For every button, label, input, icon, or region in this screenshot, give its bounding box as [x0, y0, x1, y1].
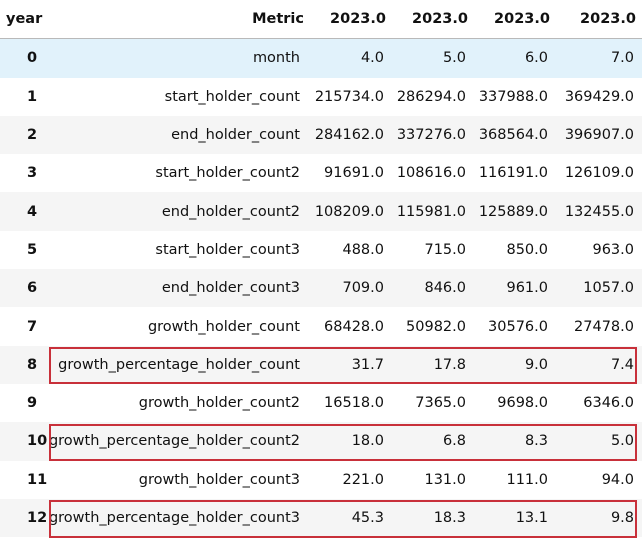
value-cell: 108616.0	[396, 165, 466, 182]
value-cell: 9.0	[524, 356, 548, 373]
value-cell: 337988.0	[478, 88, 548, 105]
table-row: 11 growth_holder_count3 221.0 131.0 111.0 94.…	[0, 461, 642, 499]
table-row: 7 growth_holder_count 68428.0 50982.0 30576.…	[0, 307, 642, 345]
metric-cell: growth_percentage_holder_count	[58, 356, 300, 373]
value-cell: 91691.0	[324, 165, 384, 182]
table-row: 12 growth_percentage_holder_count3 45.3 18.…	[0, 498, 642, 538]
value-cell: 286294.0	[396, 88, 466, 105]
value-cell: 132455.0	[564, 203, 634, 220]
value-cell: 13.1	[515, 510, 548, 526]
value-cell: 7.0	[610, 50, 634, 67]
row-index: 6	[27, 280, 38, 297]
table-row: 2 end_holder_count 284162.0 337276.0 368564.…	[0, 115, 642, 155]
metric-cell: start_holder_count3	[155, 241, 300, 258]
value-cell: 94.0	[601, 471, 634, 488]
value-cell: 108209.0	[314, 203, 384, 220]
value-cell: 963.0	[592, 241, 634, 258]
value-cell: 488.0	[342, 241, 384, 258]
value-cell: 16518.0	[324, 395, 384, 412]
metric-cell: growth_percentage_holder_count3	[48, 510, 300, 526]
row-index: 1	[27, 88, 38, 105]
value-cell: 6346.0	[583, 395, 634, 412]
value-cell: 126109.0	[564, 165, 634, 182]
row-index: 2	[27, 127, 38, 144]
metric-cell: start_holder_count	[164, 88, 300, 105]
row-index: 4	[27, 203, 38, 220]
row-index: 8	[27, 356, 38, 373]
value-cell: 131.0	[424, 471, 466, 488]
column-header-4: 2023.0	[556, 0, 642, 40]
column-header-3: 2023.0	[474, 0, 556, 40]
value-cell: 5.0	[610, 433, 634, 450]
value-cell: 18.0	[351, 433, 384, 450]
column-header-metric: Metric	[47, 0, 310, 40]
value-cell: 9.8	[610, 510, 634, 526]
index-header: year	[0, 0, 47, 40]
value-cell: 17.8	[433, 356, 466, 373]
value-cell: 68428.0	[324, 318, 384, 335]
value-cell: 7.4	[610, 356, 634, 373]
table-row: 5 start_holder_count3 488.0 715.0 850.0 963.0	[0, 231, 642, 269]
value-cell: 715.0	[424, 241, 466, 258]
table-row: 0 month 4.0 5.0 6.0 7.0	[0, 38, 642, 78]
table-row: 6 end_holder_count3 709.0 846.0 961.0 1057.0	[0, 269, 642, 308]
value-cell: 5.0	[442, 50, 466, 67]
row-index: 9	[27, 395, 38, 412]
metric-cell: month	[252, 50, 300, 67]
value-cell: 7365.0	[415, 395, 466, 412]
value-cell: 1057.0	[583, 280, 634, 297]
row-index: 11	[27, 471, 47, 488]
value-cell: 846.0	[424, 280, 466, 297]
value-cell: 368564.0	[478, 127, 548, 144]
value-cell: 215734.0	[314, 88, 384, 105]
row-index: 12	[27, 510, 47, 526]
table-row: 4 end_holder_count2 108209.0 115981.0 125889…	[0, 192, 642, 231]
row-index: 3	[27, 165, 38, 182]
value-cell: 115981.0	[396, 203, 466, 220]
value-cell: 4.0	[360, 50, 384, 67]
value-cell: 31.7	[351, 356, 384, 373]
value-cell: 125889.0	[478, 203, 548, 220]
metric-cell: growth_holder_count3	[138, 471, 300, 488]
value-cell: 9698.0	[497, 395, 548, 412]
row-index: 0	[27, 50, 38, 67]
column-header-2: 2023.0	[392, 0, 474, 40]
table-row: 10 growth_percentage_holder_count2 18.0 6.8…	[0, 422, 642, 461]
value-cell: 709.0	[342, 280, 384, 297]
value-cell: 50982.0	[406, 318, 466, 335]
value-cell: 850.0	[506, 241, 548, 258]
metric-cell: start_holder_count2	[155, 165, 300, 182]
value-cell: 111.0	[506, 471, 548, 488]
value-cell: 116191.0	[478, 165, 548, 182]
value-cell: 6.8	[442, 433, 466, 450]
value-cell: 284162.0	[314, 127, 384, 144]
value-cell: 961.0	[506, 280, 548, 297]
table-row: 1 start_holder_count 215734.0 286294.0 33798…	[0, 78, 642, 116]
value-cell: 45.3	[351, 510, 384, 526]
value-cell: 8.3	[524, 433, 548, 450]
value-cell: 30576.0	[488, 318, 548, 335]
metric-cell: end_holder_count	[171, 127, 300, 144]
value-cell: 27478.0	[574, 318, 634, 335]
value-cell: 221.0	[342, 471, 384, 488]
row-index: 7	[27, 318, 38, 335]
value-cell: 337276.0	[396, 127, 466, 144]
table-row: 8 growth_percentage_holder_count 31.7 17.8 9…	[0, 345, 642, 384]
metric-cell: end_holder_count2	[161, 203, 300, 220]
value-cell: 6.0	[524, 50, 548, 67]
table-row: 9 growth_holder_count2 16518.0 7365.0 9698.0…	[0, 384, 642, 422]
metric-cell: growth_holder_count	[147, 318, 300, 335]
value-cell: 369429.0	[564, 88, 634, 105]
metric-cell: end_holder_count3	[161, 280, 300, 297]
row-index: 5	[27, 241, 38, 258]
column-header-1: 2023.0	[310, 0, 392, 40]
row-index: 10	[27, 433, 47, 450]
header-row: year Metric 2023.0 2023.0 2023.0 2023.0	[0, 0, 642, 40]
table-row: 3 start_holder_count2 91691.0 108616.0 11619…	[0, 154, 642, 192]
metric-cell: growth_holder_count2	[138, 395, 300, 412]
value-cell: 396907.0	[564, 127, 634, 144]
metric-cell: growth_percentage_holder_count2	[48, 433, 300, 450]
value-cell: 18.3	[433, 510, 466, 526]
